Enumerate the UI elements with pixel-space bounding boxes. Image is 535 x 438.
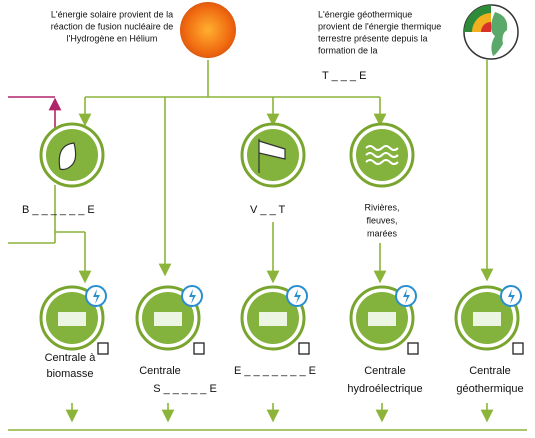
plant-icon bbox=[242, 286, 309, 354]
geo-text: provient de l'énergie thermique bbox=[318, 21, 441, 31]
plant-icon bbox=[137, 286, 204, 354]
plant-label: Centrale bbox=[469, 365, 511, 377]
sun-icon bbox=[180, 2, 236, 58]
sun-text: réaction de fusion nucléaire de bbox=[51, 21, 174, 31]
source-label: fleuves, bbox=[366, 215, 397, 225]
source-icon bbox=[242, 124, 304, 186]
plant-body bbox=[368, 312, 396, 326]
device-icon bbox=[98, 343, 108, 354]
plant-label: Centrale bbox=[139, 365, 181, 377]
geo-text: formation de la bbox=[318, 45, 378, 55]
earth-icon bbox=[464, 5, 518, 59]
plant-label: hydroélectrique bbox=[347, 383, 422, 395]
source-label: B _ _ _ _ _ _ E bbox=[22, 204, 95, 216]
plant-label: Centrale bbox=[364, 365, 406, 377]
plant-label: Centrale à bbox=[45, 352, 97, 364]
plant-body bbox=[473, 312, 501, 326]
sun-text: L'énergie solaire provient de la bbox=[51, 9, 173, 19]
source-label: Rivières, bbox=[364, 202, 399, 212]
plant-label: E _ _ _ _ _ _ _ E bbox=[234, 365, 316, 377]
geo-text: L'énergie géothermique bbox=[318, 9, 412, 19]
device-icon bbox=[194, 343, 204, 354]
plant-icon bbox=[456, 286, 523, 354]
diagram: L'énergie solaire provient de la réaction… bbox=[0, 0, 535, 438]
plant-icon bbox=[41, 286, 108, 354]
device-icon bbox=[408, 343, 418, 354]
plant-icon bbox=[351, 286, 418, 354]
plant-body bbox=[58, 312, 86, 326]
plant-label: biomasse bbox=[46, 368, 93, 380]
source-icon bbox=[41, 124, 103, 186]
source-label: V _ _ T bbox=[250, 204, 286, 216]
source-icon bbox=[351, 124, 413, 186]
plant-body bbox=[154, 312, 182, 326]
source-label: marées bbox=[367, 228, 398, 238]
device-icon bbox=[513, 343, 523, 354]
plant-body bbox=[259, 312, 287, 326]
device-icon bbox=[299, 343, 309, 354]
geo-blank: T _ _ _ E bbox=[322, 70, 366, 82]
sun-text: l'Hydrogène en Hélium bbox=[67, 33, 158, 43]
geo-text: terrestre présente depuis la bbox=[318, 33, 428, 43]
plant-label: géothermique bbox=[456, 383, 523, 395]
plant-label: S _ _ _ _ _ E bbox=[153, 383, 217, 395]
